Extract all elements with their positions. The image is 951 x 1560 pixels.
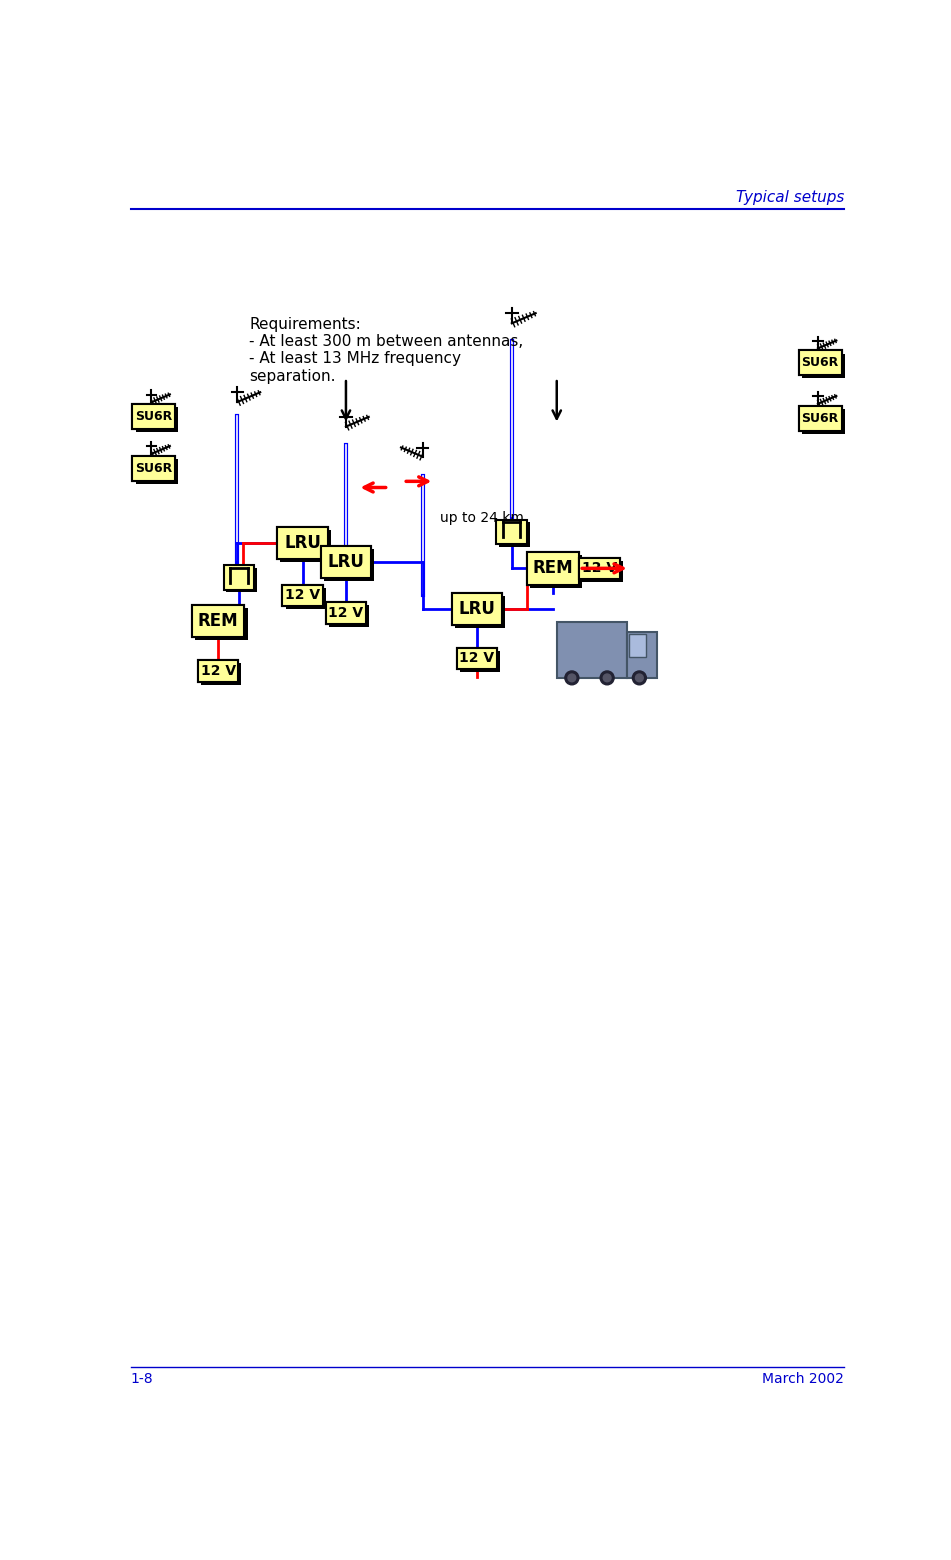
- FancyBboxPatch shape: [496, 519, 527, 544]
- Text: 12 V: 12 V: [201, 663, 236, 677]
- Text: Requirements:
- At least 300 m between antennas,
- At least 13 MHz frequency
sep: Requirements: - At least 300 m between a…: [249, 317, 523, 384]
- FancyBboxPatch shape: [281, 530, 331, 562]
- FancyBboxPatch shape: [802, 409, 844, 434]
- Text: LRU: LRU: [284, 534, 321, 552]
- Text: LRU: LRU: [458, 601, 495, 618]
- FancyBboxPatch shape: [455, 596, 505, 629]
- FancyBboxPatch shape: [136, 459, 178, 484]
- FancyBboxPatch shape: [278, 527, 328, 558]
- FancyBboxPatch shape: [282, 585, 322, 607]
- FancyBboxPatch shape: [223, 565, 255, 590]
- FancyBboxPatch shape: [799, 351, 842, 374]
- FancyBboxPatch shape: [132, 404, 175, 429]
- FancyBboxPatch shape: [456, 647, 497, 669]
- FancyBboxPatch shape: [456, 647, 497, 669]
- FancyBboxPatch shape: [195, 608, 247, 640]
- FancyBboxPatch shape: [198, 660, 238, 682]
- FancyBboxPatch shape: [132, 456, 175, 480]
- FancyBboxPatch shape: [530, 555, 582, 588]
- FancyBboxPatch shape: [192, 605, 244, 636]
- FancyBboxPatch shape: [132, 404, 175, 429]
- Circle shape: [635, 674, 643, 682]
- FancyBboxPatch shape: [192, 605, 244, 636]
- FancyBboxPatch shape: [527, 552, 579, 585]
- Circle shape: [600, 671, 614, 685]
- Text: SU6R: SU6R: [135, 462, 172, 474]
- FancyBboxPatch shape: [630, 633, 647, 657]
- Text: 1-8: 1-8: [130, 1373, 153, 1387]
- FancyBboxPatch shape: [799, 406, 842, 431]
- Text: Typical setups: Typical setups: [736, 190, 844, 206]
- FancyBboxPatch shape: [628, 632, 657, 679]
- FancyBboxPatch shape: [329, 605, 369, 627]
- FancyBboxPatch shape: [799, 406, 842, 431]
- FancyBboxPatch shape: [452, 593, 502, 626]
- FancyBboxPatch shape: [326, 602, 366, 624]
- FancyBboxPatch shape: [132, 456, 175, 480]
- FancyBboxPatch shape: [278, 527, 328, 558]
- Text: March 2002: March 2002: [763, 1373, 844, 1387]
- FancyBboxPatch shape: [198, 660, 238, 682]
- Text: 12 V: 12 V: [328, 605, 363, 619]
- FancyBboxPatch shape: [136, 407, 178, 432]
- FancyBboxPatch shape: [320, 546, 371, 579]
- Text: SU6R: SU6R: [135, 410, 172, 423]
- FancyBboxPatch shape: [579, 557, 619, 579]
- Text: REM: REM: [198, 612, 239, 630]
- FancyBboxPatch shape: [498, 523, 530, 548]
- Text: 12 V: 12 V: [582, 562, 617, 576]
- FancyBboxPatch shape: [527, 552, 579, 585]
- Text: SU6R: SU6R: [802, 356, 839, 370]
- FancyBboxPatch shape: [320, 546, 371, 579]
- Circle shape: [603, 674, 611, 682]
- FancyBboxPatch shape: [225, 568, 257, 593]
- Text: up to 24 km: up to 24 km: [439, 512, 524, 526]
- FancyBboxPatch shape: [802, 354, 844, 378]
- FancyBboxPatch shape: [282, 585, 322, 607]
- Text: SU6R: SU6R: [802, 412, 839, 424]
- FancyBboxPatch shape: [452, 593, 502, 626]
- Text: REM: REM: [533, 560, 573, 577]
- FancyBboxPatch shape: [201, 663, 242, 685]
- Text: 12 V: 12 V: [285, 588, 320, 602]
- FancyBboxPatch shape: [324, 549, 375, 582]
- FancyBboxPatch shape: [556, 622, 628, 679]
- Text: 12 V: 12 V: [459, 652, 495, 666]
- FancyBboxPatch shape: [579, 557, 619, 579]
- Circle shape: [632, 671, 647, 685]
- FancyBboxPatch shape: [326, 602, 366, 624]
- FancyBboxPatch shape: [285, 588, 326, 608]
- FancyBboxPatch shape: [799, 351, 842, 374]
- Text: LRU: LRU: [327, 554, 364, 571]
- Circle shape: [568, 674, 575, 682]
- FancyBboxPatch shape: [460, 651, 500, 672]
- FancyBboxPatch shape: [582, 560, 623, 582]
- Circle shape: [565, 671, 579, 685]
